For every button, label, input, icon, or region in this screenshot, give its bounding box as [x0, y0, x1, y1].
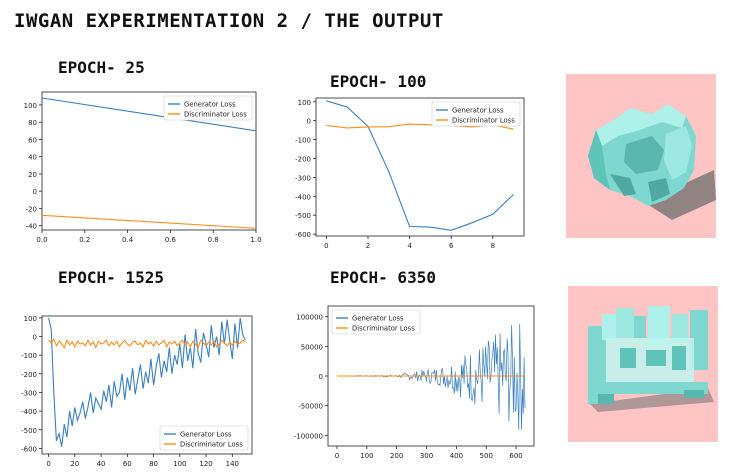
plot-frame — [41, 315, 253, 455]
plot-frame — [315, 97, 525, 237]
y-tick-label: -300 — [21, 389, 37, 397]
x-tick-label: 60 — [123, 460, 132, 468]
x-tick-label: 200 — [390, 452, 403, 460]
y-tick-label: -600 — [21, 445, 37, 453]
x-tick-label: 120 — [199, 460, 212, 468]
y-tick-label: 0 — [33, 188, 37, 196]
voxel-structure-render — [568, 286, 718, 442]
legend-label: Generator Loss — [180, 431, 232, 439]
legend-label: Discriminator Loss — [184, 111, 247, 119]
y-tick-label: -300 — [295, 174, 311, 182]
legend-label: Generator Loss — [452, 107, 504, 115]
x-tick-label: 0.0 — [36, 236, 47, 244]
y-tick-label: 40 — [28, 154, 37, 162]
y-tick-label: 50000 — [301, 343, 323, 351]
y-tick-label: 0 — [319, 373, 323, 381]
legend-label: Generator Loss — [184, 101, 236, 109]
voxel-structure-icon — [588, 306, 714, 412]
y-tick-label: -600 — [295, 231, 311, 239]
discriminator-loss-line — [41, 214, 257, 229]
y-tick-label: -500 — [21, 427, 37, 435]
x-tick-label: 20 — [70, 460, 79, 468]
generator-loss-line — [326, 100, 514, 231]
plot-frame — [41, 91, 257, 231]
voxel-chair-render — [566, 74, 716, 238]
generator-loss-line — [41, 97, 257, 132]
legend: Generator Loss Discriminator Loss — [159, 425, 249, 451]
y-tick-label: -40 — [26, 223, 37, 231]
x-tick-label: 80 — [149, 460, 158, 468]
epoch-1525-loss-chart: 100 0 -100 -200 -300 -400 -500 -600 0 20 40 60 80 100… — [21, 315, 253, 468]
epoch-1525-label: EPOCH- 1525 — [58, 268, 164, 287]
y-tick-label: 20 — [28, 171, 37, 179]
x-tick-label: 8 — [491, 242, 495, 250]
epoch-100-label: EPOCH- 100 — [330, 72, 427, 91]
legend: Generator Loss Discriminator Loss — [431, 101, 521, 127]
y-tick-label: 0 — [307, 118, 311, 126]
y-tick-label: 60 — [28, 136, 37, 144]
legend-label: Discriminator Loss — [180, 441, 243, 449]
y-tick-label: -400 — [21, 408, 37, 416]
y-tick-label: -50000 — [298, 403, 323, 411]
x-tick-label: 0.4 — [122, 236, 134, 244]
legend-label: Discriminator Loss — [352, 325, 415, 333]
y-tick-label: -200 — [295, 155, 311, 163]
x-tick-label: 40 — [97, 460, 106, 468]
legend-label: Generator Loss — [352, 315, 404, 323]
x-tick-label: 140 — [226, 460, 239, 468]
x-tick-label: 0.6 — [165, 236, 177, 244]
page-title: IWGAN EXPERIMENTATION 2 / THE OUTPUT — [14, 10, 444, 32]
y-tick-label: -500 — [295, 212, 311, 220]
x-tick-label: 0 — [324, 242, 328, 250]
y-tick-label: -20 — [26, 205, 37, 213]
y-tick-label: -200 — [21, 371, 37, 379]
legend: Generator Loss Discriminator Loss — [163, 95, 253, 121]
y-tick-label: 100 — [24, 102, 37, 110]
y-tick-label: 80 — [28, 119, 37, 127]
generator-loss-line — [337, 323, 526, 430]
epoch-25-loss-chart: 100 80 60 40 20 0 -20 -40 0.0 0.2 0.4 0.6 0.8 1.0 Gene… — [24, 91, 262, 244]
x-tick-label: 100 — [360, 452, 373, 460]
epoch-25-label: EPOCH- 25 — [58, 58, 145, 77]
x-tick-label: 0 — [46, 460, 50, 468]
x-tick-label: 300 — [420, 452, 433, 460]
voxel-chair-icon — [588, 104, 716, 220]
x-tick-label: 400 — [450, 452, 463, 460]
x-tick-label: 1.0 — [250, 236, 261, 244]
discriminator-loss-line — [48, 338, 246, 350]
epoch-100-loss-chart: 100 0 -100 -200 -300 -400 -500 -600 0 2 4 6 8 Generat… — [295, 97, 525, 250]
x-tick-label: 0.8 — [208, 236, 219, 244]
epoch-6350-label: EPOCH- 6350 — [330, 268, 436, 287]
y-tick-label: -100000 — [294, 432, 323, 440]
x-tick-label: 500 — [480, 452, 493, 460]
generator-loss-line — [48, 317, 246, 447]
y-tick-label: 0 — [33, 334, 37, 342]
x-tick-label: 6 — [449, 242, 454, 250]
x-tick-label: 0 — [335, 452, 339, 460]
y-tick-label: 100000 — [296, 314, 323, 322]
x-tick-label: 600 — [509, 452, 522, 460]
x-tick-label: 100 — [173, 460, 186, 468]
epoch-6350-loss-chart: 100000 50000 0 -50000 -100000 0 100 200 300 400 50… — [294, 305, 535, 460]
x-tick-label: 2 — [366, 242, 370, 250]
x-tick-label: 0.2 — [79, 236, 90, 244]
y-tick-label: -100 — [21, 352, 37, 360]
y-tick-label: -100 — [295, 137, 311, 145]
y-tick-label: 100 — [24, 315, 37, 323]
y-tick-label: -400 — [295, 193, 311, 201]
y-tick-label: 100 — [298, 99, 311, 107]
legend-label: Discriminator Loss — [452, 117, 515, 125]
x-tick-label: 4 — [407, 242, 412, 250]
legend: Generator Loss Discriminator Loss — [331, 309, 421, 335]
